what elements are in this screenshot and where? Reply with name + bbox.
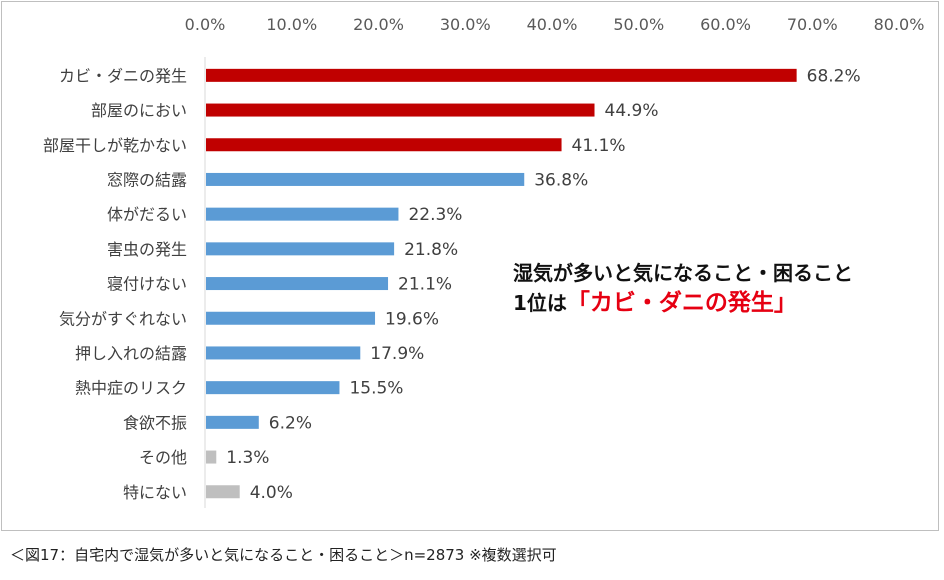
data-label: 19.6% bbox=[385, 309, 439, 329]
data-label: 21.8% bbox=[404, 240, 458, 260]
data-label: 15.5% bbox=[349, 379, 403, 399]
category-label: 害虫の発生 bbox=[107, 240, 187, 259]
x-tick-label: 0.0% bbox=[185, 15, 226, 34]
x-tick-label: 30.0% bbox=[440, 15, 491, 34]
x-tick-label: 20.0% bbox=[353, 15, 404, 34]
bar bbox=[206, 103, 595, 117]
bar bbox=[206, 242, 395, 256]
bar bbox=[206, 172, 525, 186]
category-label: 押し入れの結露 bbox=[75, 344, 187, 363]
bar bbox=[206, 138, 562, 152]
category-label: 食欲不振 bbox=[123, 413, 187, 432]
bar bbox=[206, 346, 361, 360]
data-label: 1.3% bbox=[226, 448, 269, 468]
data-label: 6.2% bbox=[269, 413, 312, 433]
category-label: 気分がすぐれない bbox=[59, 309, 187, 328]
data-label: 41.1% bbox=[572, 136, 626, 156]
bar bbox=[206, 485, 240, 499]
callout-line1: 湿気が多いと気になること・困ること bbox=[513, 261, 853, 285]
callout-line2: 1位は「カビ・ダニの発生」 bbox=[513, 288, 853, 318]
data-label: 17.9% bbox=[370, 344, 424, 364]
category-label: カビ・ダニの発生 bbox=[59, 66, 187, 85]
data-label: 36.8% bbox=[534, 170, 588, 190]
x-tick-label: 60.0% bbox=[700, 15, 751, 34]
x-tick-label: 10.0% bbox=[266, 15, 317, 34]
bar bbox=[206, 277, 389, 291]
data-label: 44.9% bbox=[605, 101, 659, 121]
x-tick-label: 40.0% bbox=[527, 15, 578, 34]
data-label: 21.1% bbox=[398, 275, 452, 295]
category-label: 特にない bbox=[123, 483, 187, 502]
bar bbox=[206, 415, 259, 429]
category-label: 熱中症のリスク bbox=[75, 379, 187, 398]
bar bbox=[206, 68, 797, 82]
x-tick-label: 80.0% bbox=[874, 15, 925, 34]
category-label: 部屋のにおい bbox=[91, 101, 187, 120]
bar bbox=[206, 207, 399, 221]
bar-chart: 0.0% 10.0% 20.0% 30.0% 40.0% 50.0% 60.0% 70.0% 8… bbox=[43, 15, 925, 508]
category-label: その他 bbox=[139, 448, 187, 467]
category-label: 寝付けない bbox=[107, 275, 187, 294]
data-label: 4.0% bbox=[250, 483, 293, 503]
bar bbox=[206, 311, 376, 325]
callout-highlight: 「カビ・ダニの発生」 bbox=[566, 290, 797, 316]
chart-frame: 0.0% 10.0% 20.0% 30.0% 40.0% 50.0% 60.0% 70.0% 8… bbox=[1, 1, 939, 531]
bar bbox=[206, 381, 340, 395]
callout-prefix: 1位は bbox=[513, 291, 567, 315]
chart-callout: 湿気が多いと気になること・困ること 1位は「カビ・ダニの発生」 bbox=[513, 258, 853, 318]
category-label: 窓際の結露 bbox=[107, 170, 187, 189]
category-label: 部屋干しが乾かない bbox=[43, 136, 187, 155]
category-label: 体がだるい bbox=[107, 205, 187, 224]
bar bbox=[206, 450, 217, 464]
figure-caption: ＜図17：自宅内で湿気が多いと気になること・困ること＞n=2873 ※複数選択可 bbox=[10, 546, 557, 564]
data-label: 68.2% bbox=[807, 66, 861, 86]
data-label: 22.3% bbox=[408, 205, 462, 225]
x-tick-label: 50.0% bbox=[613, 15, 664, 34]
x-tick-label: 70.0% bbox=[787, 15, 838, 34]
